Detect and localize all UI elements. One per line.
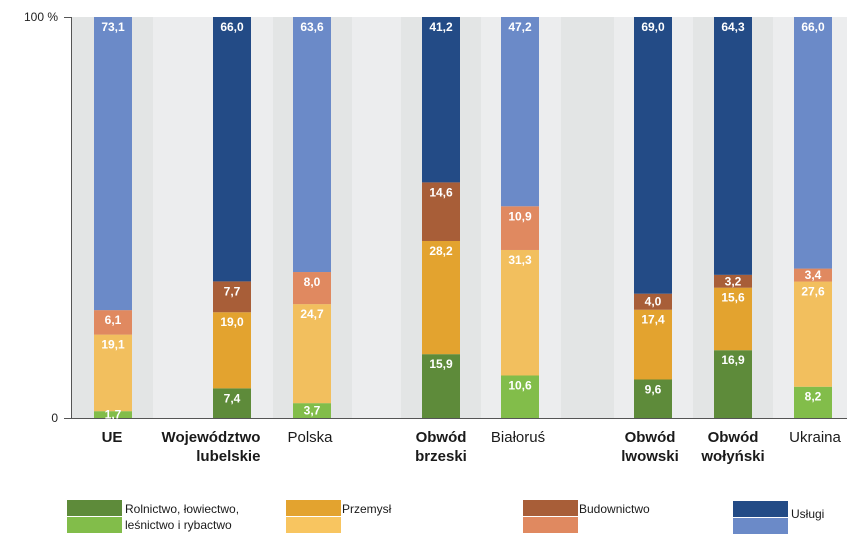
data-label: 27,6 bbox=[801, 285, 825, 299]
data-label: 41,2 bbox=[429, 20, 453, 34]
bar-segment bbox=[501, 17, 539, 207]
data-label: 7,7 bbox=[224, 284, 241, 298]
bar-segment bbox=[794, 386, 832, 418]
data-label: 19,1 bbox=[101, 338, 125, 352]
bar-segment bbox=[794, 281, 832, 387]
bar-segment bbox=[714, 17, 752, 275]
bar-segment bbox=[422, 354, 460, 418]
bar-segment bbox=[714, 287, 752, 351]
data-label: 69,0 bbox=[641, 20, 665, 34]
bar-segment bbox=[94, 310, 132, 335]
bar-segment bbox=[634, 379, 672, 418]
data-label: 66,0 bbox=[801, 20, 825, 34]
bar-segment bbox=[714, 350, 752, 418]
data-label: 15,9 bbox=[429, 357, 453, 371]
bar-segment bbox=[714, 274, 752, 288]
x-tick-label: Województwo lubelskie bbox=[161, 429, 261, 465]
bar-segment bbox=[293, 272, 331, 305]
bar-segment bbox=[501, 206, 539, 250]
data-label: 15,6 bbox=[721, 291, 745, 305]
x-tick-label: Obwód brzeski bbox=[415, 429, 467, 465]
x-tick-label: Białoruś bbox=[490, 429, 546, 446]
x-tick-label: Polska bbox=[287, 429, 333, 446]
bar-segment bbox=[293, 17, 331, 273]
data-label: 14,6 bbox=[429, 185, 453, 199]
data-label: 63,6 bbox=[300, 20, 324, 34]
bar-segment bbox=[213, 312, 251, 389]
data-label: 1,7 bbox=[105, 408, 122, 422]
bar-segment bbox=[634, 293, 672, 310]
data-label: 64,3 bbox=[721, 20, 745, 34]
bar-segment bbox=[422, 182, 460, 241]
data-label: 6,1 bbox=[105, 313, 122, 327]
data-label: 8,0 bbox=[304, 275, 321, 289]
data-label: 10,6 bbox=[508, 378, 532, 392]
bar-segment bbox=[213, 17, 251, 282]
data-label: 10,9 bbox=[508, 209, 532, 223]
background-band bbox=[352, 17, 401, 418]
bar-segment bbox=[94, 17, 132, 311]
x-tick-label: Ukraina bbox=[789, 429, 841, 446]
bar-segment bbox=[293, 403, 331, 418]
data-label: 7,4 bbox=[224, 391, 241, 405]
data-label: 73,1 bbox=[101, 20, 125, 34]
data-label: 31,3 bbox=[508, 253, 532, 267]
bar-segment bbox=[501, 249, 539, 376]
data-label: 3,4 bbox=[805, 268, 822, 282]
data-label: 8,2 bbox=[805, 390, 822, 404]
y-tick-label-0: 0 bbox=[51, 411, 58, 425]
data-label: 3,2 bbox=[725, 274, 742, 288]
bar-segment bbox=[501, 375, 539, 418]
data-label: 47,2 bbox=[508, 20, 532, 34]
y-tick-label-100: 100 % bbox=[24, 10, 58, 24]
bar-segment bbox=[634, 17, 672, 294]
bar-segment bbox=[422, 17, 460, 183]
data-label: 28,2 bbox=[429, 244, 453, 258]
data-label: 3,7 bbox=[304, 404, 321, 418]
bar-segment bbox=[213, 388, 251, 418]
bar-segment bbox=[213, 281, 251, 313]
data-label: 19,0 bbox=[220, 315, 244, 329]
data-label: 24,7 bbox=[300, 307, 324, 321]
background-band bbox=[561, 17, 614, 418]
data-label: 66,0 bbox=[220, 20, 244, 34]
bar-segment bbox=[422, 240, 460, 355]
data-label: 4,0 bbox=[645, 295, 662, 309]
x-tick-label: UE bbox=[101, 429, 123, 446]
data-label: 16,9 bbox=[721, 353, 745, 367]
bar-segment bbox=[634, 309, 672, 380]
bar-segment bbox=[293, 304, 331, 404]
bar-segment bbox=[794, 268, 832, 282]
data-label: 9,6 bbox=[645, 383, 662, 397]
bar-segment bbox=[794, 17, 832, 269]
data-label: 17,4 bbox=[641, 313, 665, 327]
bar-segment bbox=[94, 334, 132, 412]
x-tick-label: Obwód wołyński bbox=[701, 429, 765, 465]
value-labels-group: 1,7 19,1 6,1 73,1 7,4 19,0 7,7 66,0 3,7 24,7 8,0 63… bbox=[101, 20, 825, 422]
x-tick-label: Obwód lwowski bbox=[621, 429, 679, 465]
bars-group bbox=[94, 17, 832, 418]
bar-segment bbox=[94, 411, 132, 418]
